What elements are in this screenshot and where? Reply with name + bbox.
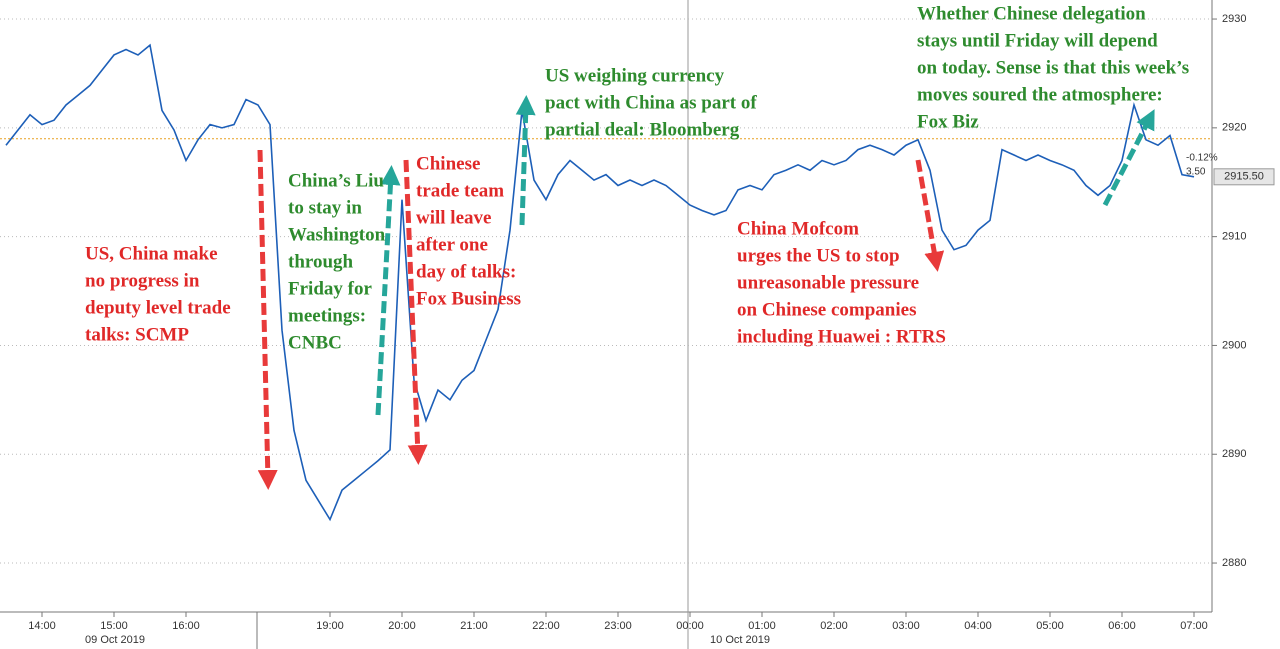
annotation-line: day of talks: (416, 261, 516, 282)
x-tick-label: 14:00 (28, 620, 56, 632)
y-tick-label: 2920 (1222, 122, 1246, 134)
arrow (915, 159, 945, 272)
arrow (257, 149, 278, 490)
annotation-line: trade team (416, 180, 504, 201)
x-tick-label: 00:00 (676, 620, 704, 632)
reference-label: 3.50 (1186, 166, 1206, 177)
annotation-line: China’s Liu (288, 170, 384, 191)
x-tick-label: 06:00 (1108, 620, 1136, 632)
x-tick-label: 16:00 (172, 620, 200, 632)
annotation-line: Friday for (288, 278, 372, 299)
y-tick-label: 2930 (1222, 13, 1246, 25)
x-tick-label: 15:00 (100, 620, 128, 632)
arrow (515, 95, 536, 226)
x-tick-label: 04:00 (964, 620, 992, 632)
annotation-line: Washington (288, 224, 386, 245)
arrow (375, 165, 401, 416)
reference-label: -0.12% (1186, 152, 1218, 163)
y-tick-label: 2880 (1222, 557, 1246, 569)
plot: -0.12% 3.50 2915.50 (0, 43, 1275, 522)
annotation-line: no progress in (85, 270, 200, 291)
annotation-line: on Chinese companies (737, 299, 916, 320)
annotation-line: Chinese (416, 153, 480, 174)
arrows (257, 95, 1155, 490)
annotation-line: CNBC (288, 332, 342, 353)
x-tick-label: 22:00 (532, 620, 560, 632)
x-tick-label: 02:00 (820, 620, 848, 632)
x-tick-label: 23:00 (604, 620, 632, 632)
x-tick-label: 07:00 (1180, 620, 1208, 632)
x-tick-label: 01:00 (748, 620, 776, 632)
annotation-line: pact with China as part of (545, 92, 757, 113)
grid: 2880 2890 2900 2910 2920 2930 14:00 15:00 16:00 1… (0, 13, 1246, 632)
annotation-line: through (288, 251, 354, 272)
arrow (403, 159, 428, 465)
annotation-line: Whether Chinese delegation (917, 3, 1146, 24)
annotation-line: talks: SCMP (85, 324, 189, 345)
annotation-line: including Huawei : RTRS (737, 326, 946, 347)
annotation-line: moves soured the atmosphere: (917, 84, 1163, 105)
annotation-line: Fox Business (416, 288, 521, 309)
x-tick-label: 05:00 (1036, 620, 1064, 632)
annotation-line: to stay in (288, 197, 362, 218)
price-line (5, 43, 1195, 522)
annotation-line: will leave (416, 207, 491, 228)
annotation-line: partial deal: Bloomberg (545, 119, 740, 140)
x-tick-label: 19:00 (316, 620, 344, 632)
last-price-box (1213, 168, 1275, 186)
annotations: US, China make no progress in deputy level… (85, 3, 1189, 353)
x-tick-label: 20:00 (388, 620, 416, 632)
annotation-line: deputy level trade (85, 297, 231, 318)
date-label: 09 Oct 2019 (85, 634, 145, 646)
x-tick-label: 03:00 (892, 620, 920, 632)
date-label: 10 Oct 2019 (710, 634, 770, 646)
annotation-line: US, China make (85, 243, 218, 264)
annotation-line: urges the US to stop (737, 245, 900, 266)
y-tick-label: 2890 (1222, 448, 1246, 460)
annotation-line: stays until Friday will depend (917, 30, 1158, 51)
annotation-line: Fox Biz (917, 111, 979, 132)
axes (0, 0, 1213, 649)
y-tick-label: 2910 (1222, 231, 1246, 243)
x-tick-label: 21:00 (460, 620, 488, 632)
annotation-line: on today. Sense is that this week’s (917, 57, 1189, 78)
y-tick-label: 2900 (1222, 339, 1246, 351)
annotation-line: unreasonable pressure (737, 272, 919, 293)
annotation-line: meetings: (288, 305, 366, 326)
last-price-label: 2915.50 (1224, 171, 1264, 183)
annotation-line: China Mofcom (737, 218, 859, 239)
annotation-line: after one (416, 234, 488, 255)
annotation-line: US weighing currency (545, 65, 725, 86)
